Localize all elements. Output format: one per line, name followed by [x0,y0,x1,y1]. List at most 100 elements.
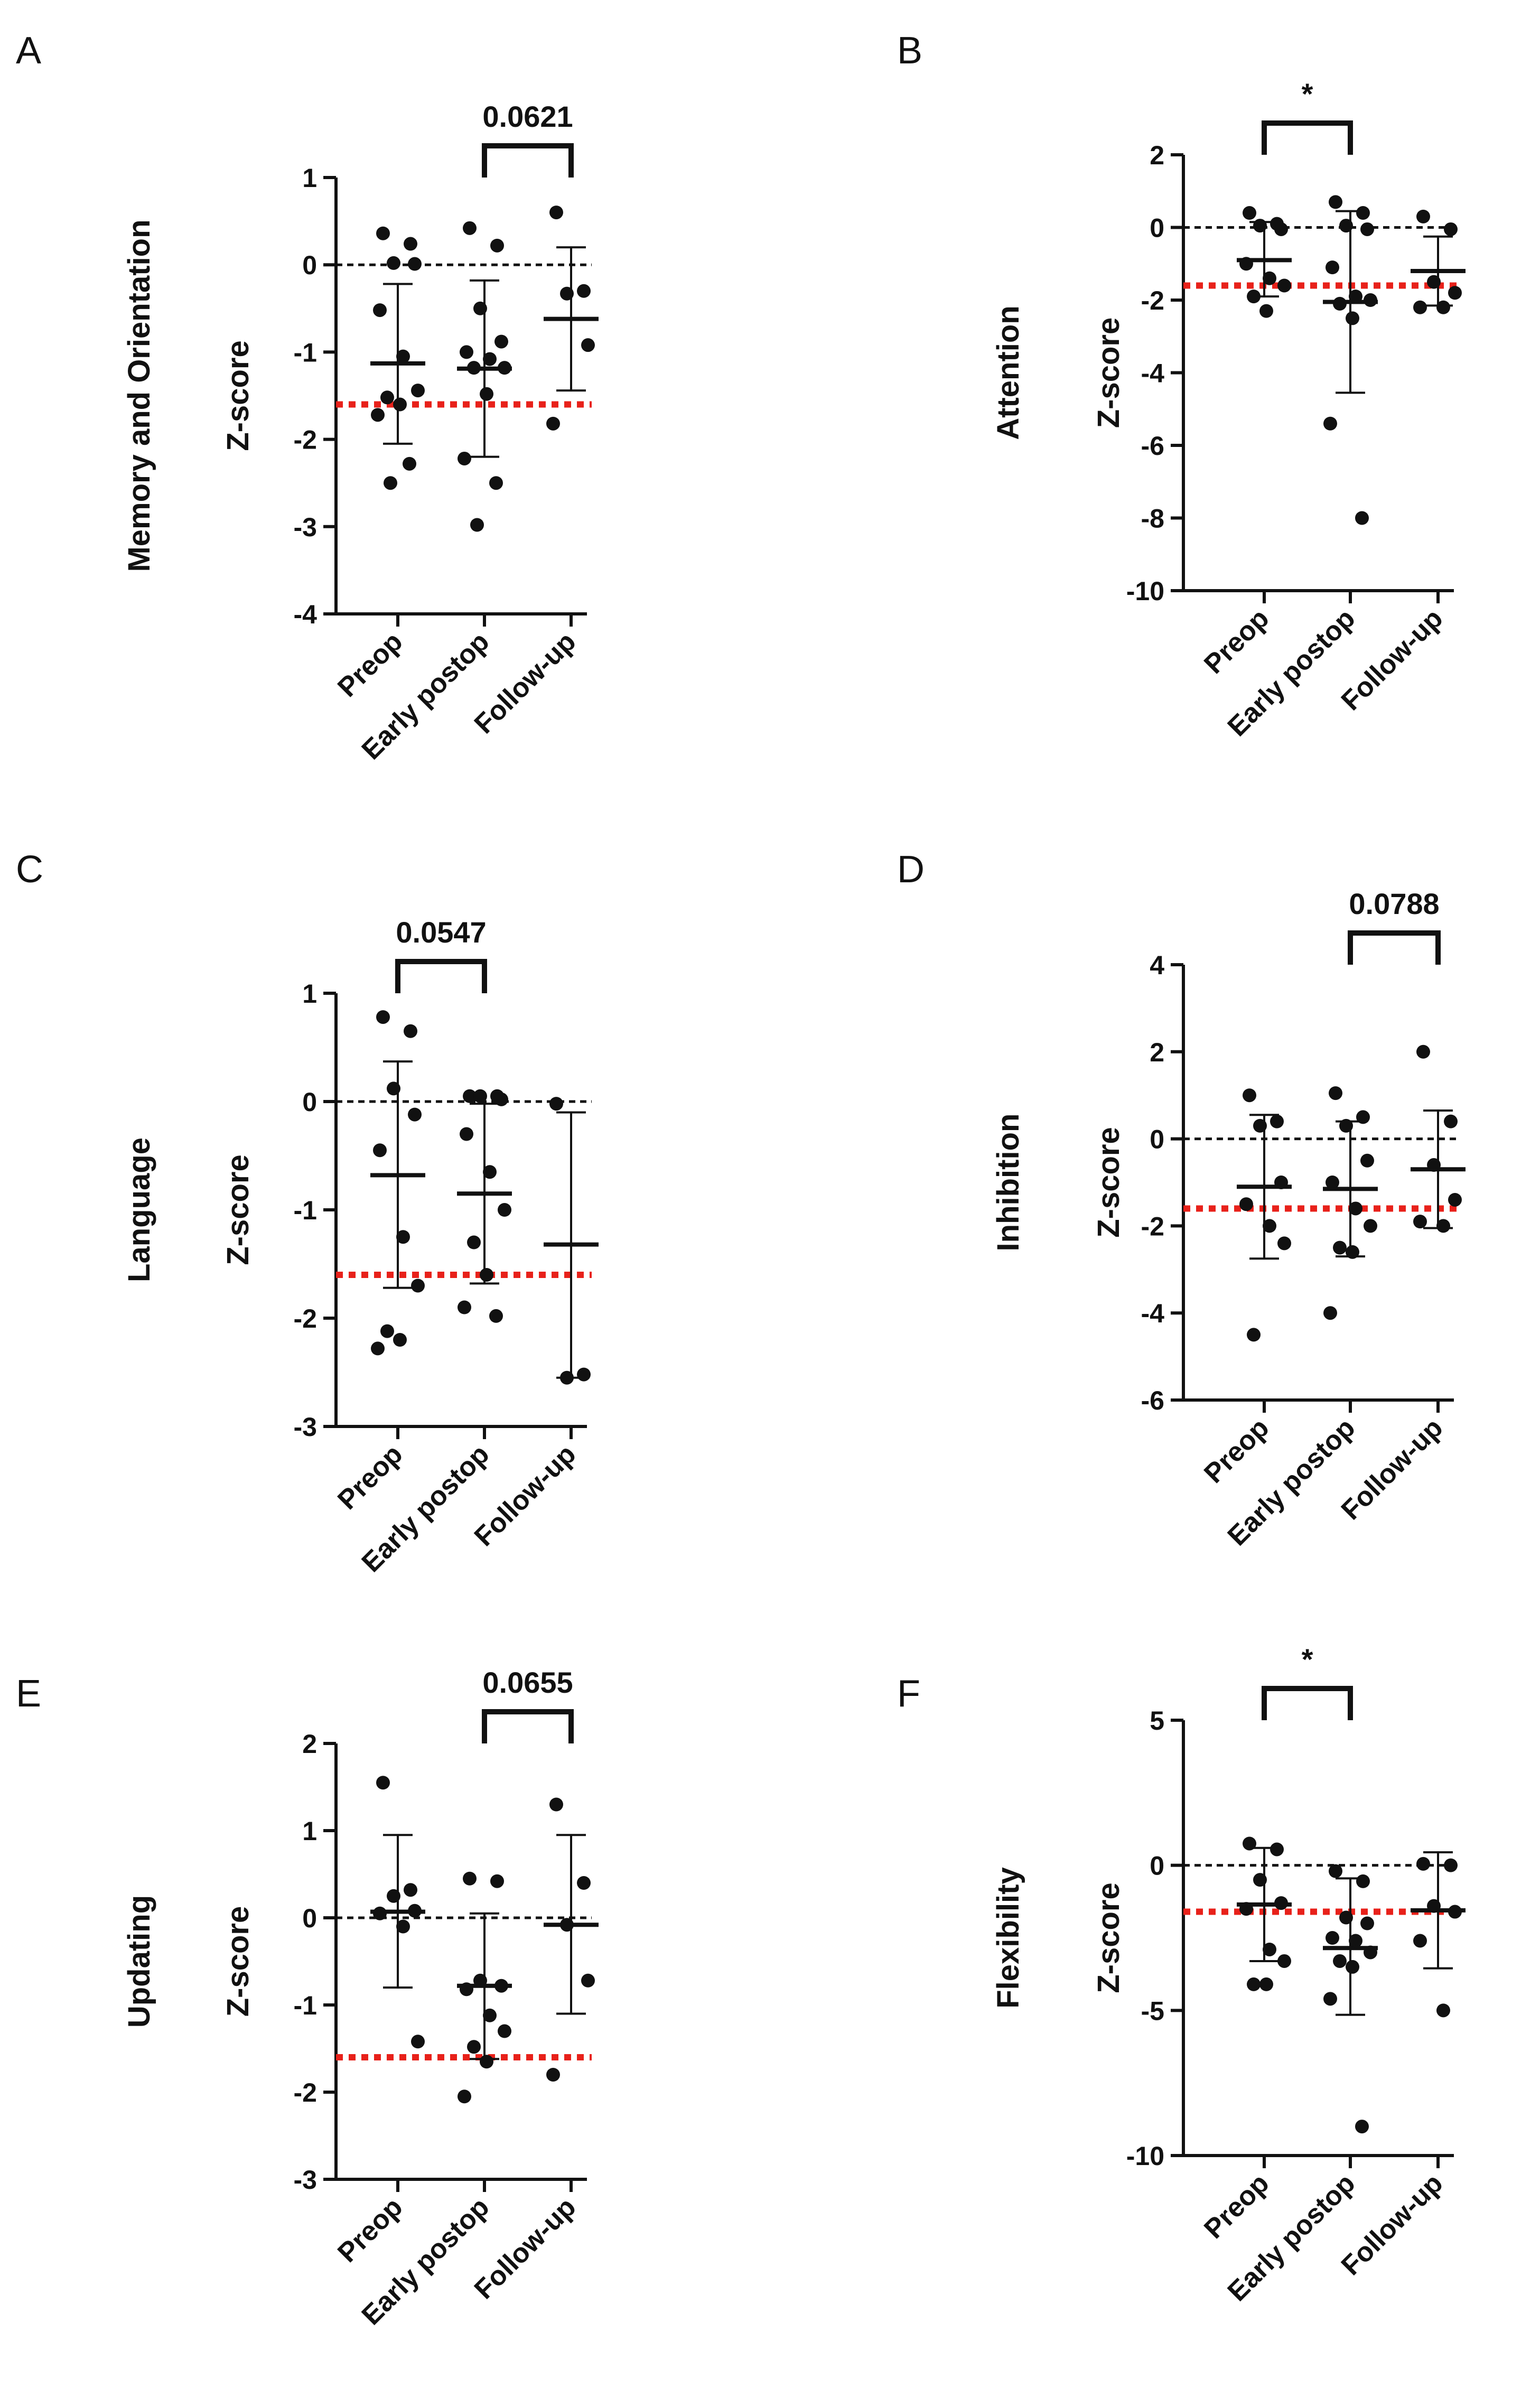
data-point [458,1300,471,1314]
data-point [376,1010,390,1024]
data-point [1333,1240,1347,1255]
data-point [1355,511,1369,525]
data-point [463,1871,477,1886]
y-tick-label: -4 [1141,1299,1165,1328]
data-point [546,416,560,431]
series-preop [1237,1088,1292,1342]
data-point [376,1776,390,1790]
data-point [1263,1219,1276,1233]
data-point [1323,1306,1337,1320]
data-point [1339,1118,1353,1133]
significance-label: 0.0621 [482,100,573,133]
data-point [560,1370,574,1385]
data-point [1239,1902,1253,1916]
data-point [581,1973,595,1988]
data-point [373,1906,387,1920]
data-point [408,257,422,271]
data-point [1274,1176,1288,1189]
y-tick-label: -3 [294,512,317,542]
x-tick-label: Preop [332,1439,408,1515]
data-point [1239,257,1253,271]
data-point [1239,1197,1253,1211]
y-tick-label: -8 [1141,504,1164,534]
data-point [376,226,390,240]
x-tick-label: Preop [1198,603,1275,679]
y-tick-label: 0 [1150,1125,1164,1154]
y-tick-label: 1 [302,163,317,193]
data-point [1253,219,1267,233]
y-tick-label: 0 [1150,213,1164,243]
data-point [1436,300,1450,314]
data-point [1326,1176,1339,1189]
data-point [411,384,425,398]
data-point [483,352,497,366]
data-point [467,2040,481,2054]
data-point [411,2035,425,2049]
y-tick-label: -2 [1141,286,1164,315]
data-point [1349,290,1362,304]
data-point [1253,1873,1267,1887]
data-point [1364,293,1377,307]
data-point [483,2008,497,2022]
data-point [1413,1934,1427,1948]
y-tick-label: 0 [302,1904,317,1933]
data-point [1356,1874,1370,1888]
y-tick-label: 5 [1150,1706,1164,1736]
data-point [1263,271,1276,285]
data-point [1356,1110,1370,1124]
data-point [498,2024,511,2038]
data-point [494,334,508,349]
data-point [396,1919,410,1934]
data-point [384,476,397,490]
data-point [1333,296,1347,311]
y-tick-label: 0 [302,250,317,280]
data-point [460,1982,473,1997]
significance-label: * [1302,77,1313,110]
significance-label: 0.0547 [396,916,486,949]
data-point [467,361,481,375]
data-point [373,1143,387,1158]
data-point [577,1876,591,1890]
data-point [1360,1153,1374,1168]
y-tick-label: -2 [1141,1211,1164,1241]
data-point [494,1092,508,1106]
data-point [1427,1158,1441,1172]
panel-letter: C [16,848,43,891]
data-point [371,1341,385,1356]
data-point [1448,1905,1462,1919]
data-point [549,1097,563,1111]
data-point [1326,1931,1339,1945]
data-point [1247,1328,1261,1342]
data-point [470,518,484,532]
data-point [1329,195,1342,209]
data-point [373,303,387,318]
data-point [371,408,385,422]
series-early-postop [1323,1086,1378,1320]
y-tick-label: 2 [302,1729,317,1759]
significance-label: 0.0655 [482,1666,573,1699]
data-point [1259,1977,1273,1991]
y-tick-label: -10 [1126,576,1164,606]
panel-title: Attention [991,305,1025,440]
series-follow-up [1411,1044,1466,1233]
y-tick-label: 2 [1150,141,1164,170]
data-point [396,1230,410,1244]
data-point [1416,1044,1430,1059]
data-point [1323,1992,1337,2006]
data-point [1277,1954,1291,1968]
data-point [1416,209,1430,223]
series-preop [1237,1836,1292,1991]
data-point [458,451,471,465]
panel-title: Language [122,1137,156,1282]
data-point [1416,1857,1430,1871]
data-point [494,1979,508,1993]
data-point [1270,1114,1284,1128]
data-point [1346,1245,1359,1259]
y-tick-label: 0 [1150,1851,1164,1881]
y-tick-label: 4 [1150,950,1164,980]
data-point [473,301,487,315]
data-point [1243,206,1256,220]
panel-letter: D [897,848,925,891]
